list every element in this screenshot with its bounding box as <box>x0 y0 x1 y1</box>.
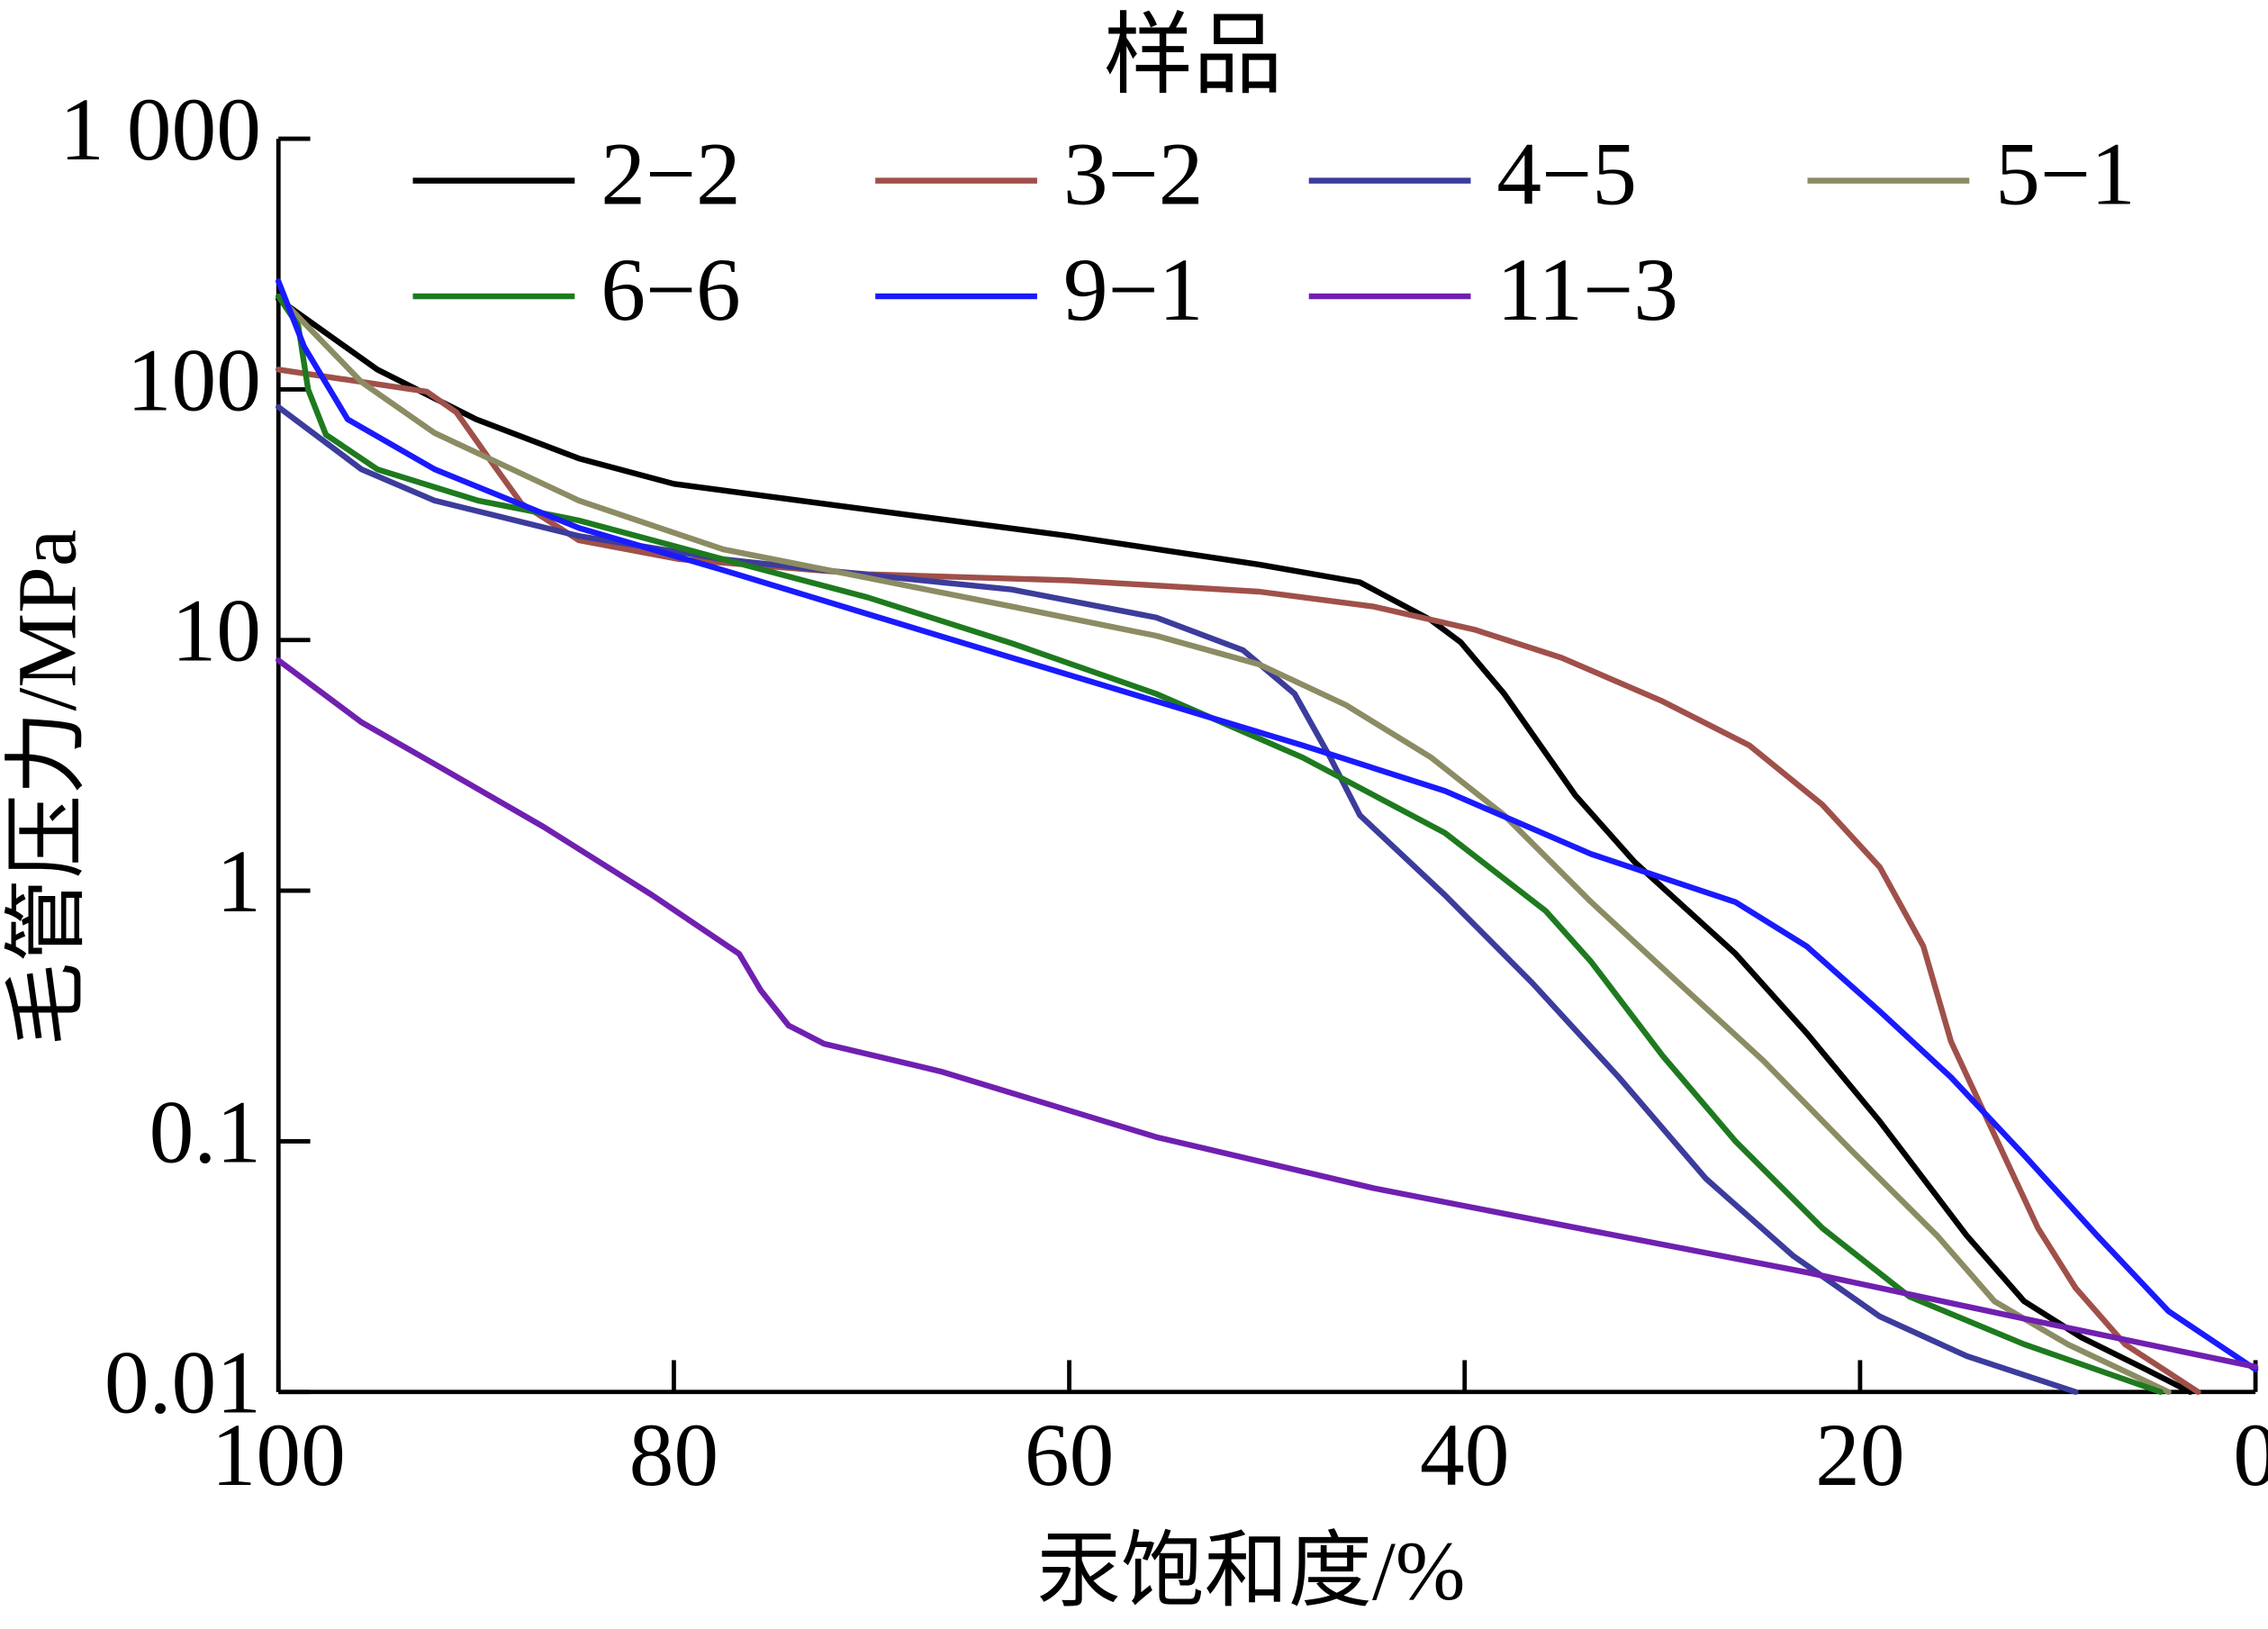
x-tick-label: 80 <box>629 1405 719 1505</box>
x-tick-label: 40 <box>1420 1405 1510 1505</box>
series-line <box>276 367 2201 1395</box>
legend-label: 9−1 <box>1063 240 1204 339</box>
legend-title: 样品 <box>1104 5 1283 105</box>
x-tick-label: 20 <box>1815 1405 1905 1505</box>
legend-label: 3−2 <box>1063 124 1204 224</box>
x-tick-label: 100 <box>212 1405 346 1505</box>
legend-label: 11−3 <box>1496 240 1678 339</box>
series-line <box>276 657 2259 1371</box>
y-tick-label: 10 <box>171 581 261 681</box>
y-tick-label: 1 <box>216 831 261 931</box>
x-tick-label: 0 <box>2233 1405 2268 1505</box>
series-line <box>276 278 2259 1372</box>
y-tick-label: 100 <box>127 330 261 430</box>
y-axis-label: 毛管压力/MPa <box>1 529 94 1046</box>
y-tick-label: 0.1 <box>149 1081 261 1181</box>
y-tick-label: 0.01 <box>104 1333 261 1433</box>
legend-label: 6−6 <box>601 240 741 339</box>
y-tick-label: 1 000 <box>59 79 261 179</box>
legend-label: 4−5 <box>1496 124 1637 224</box>
x-tick-label: 60 <box>1025 1405 1115 1505</box>
series-line <box>276 403 2079 1395</box>
legend-label: 2−2 <box>601 124 741 224</box>
series-line <box>276 293 2164 1395</box>
series-line <box>276 296 2193 1395</box>
series-line <box>276 293 2172 1395</box>
x-axis-label: 汞饱和度/% <box>1037 1525 1466 1618</box>
legend-label: 5−1 <box>1995 124 2136 224</box>
